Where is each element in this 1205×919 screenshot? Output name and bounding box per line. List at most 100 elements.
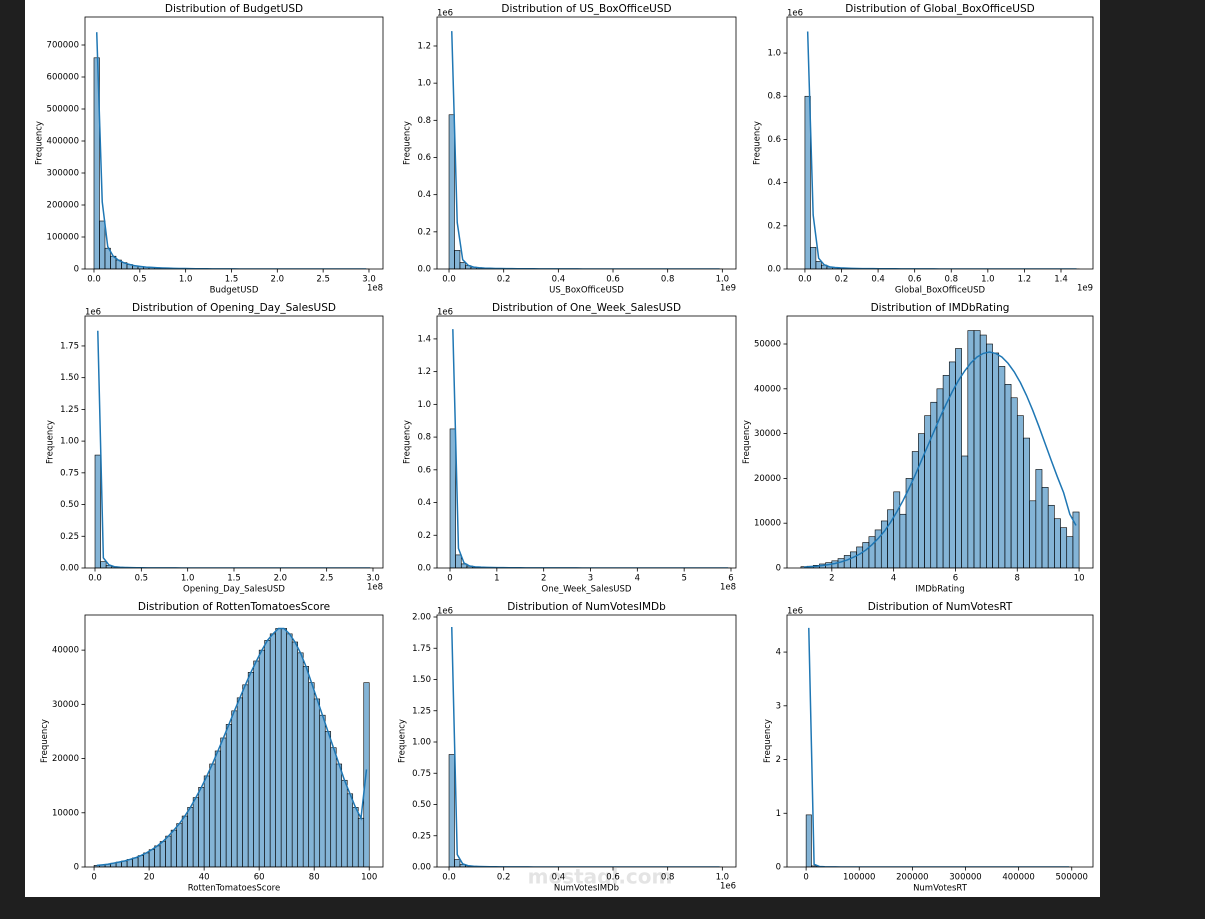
histogram-bar bbox=[893, 491, 901, 568]
chart-title: Distribution of Opening_Day_SalesUSD bbox=[132, 302, 336, 314]
y-tick-label: 0.2 bbox=[417, 531, 431, 541]
histogram-bar bbox=[313, 698, 321, 867]
x-offset-label: 1e9 bbox=[1077, 284, 1093, 294]
x-tick-label: 0.4 bbox=[552, 873, 566, 883]
x-tick-label: 1.0 bbox=[716, 873, 730, 883]
x-tick-label: 0.2 bbox=[835, 275, 849, 285]
histogram-bar bbox=[862, 542, 870, 568]
y-tick-label: 0.0 bbox=[767, 265, 781, 275]
y-tick-label: 0.6 bbox=[417, 465, 431, 475]
x-tick-label: 0.5 bbox=[135, 574, 149, 584]
kde-line bbox=[96, 627, 368, 867]
histogram-bar bbox=[856, 546, 864, 568]
histogram-bar bbox=[992, 352, 1000, 568]
histogram-bar bbox=[242, 684, 249, 867]
x-tick-label: 0.6 bbox=[908, 275, 922, 285]
histogram-bar bbox=[264, 640, 271, 867]
y-offset-label: 1e6 bbox=[437, 9, 453, 19]
y-axis-label: Frequency bbox=[742, 420, 752, 464]
histogram-bar bbox=[804, 95, 811, 269]
histogram-bar bbox=[231, 710, 238, 867]
histogram-bar bbox=[1054, 518, 1061, 568]
y-tick-label: 700000 bbox=[47, 41, 79, 51]
y-tick-label: 0 bbox=[776, 863, 781, 873]
x-tick-label: 6 bbox=[953, 574, 958, 584]
y-tick-label: 30000 bbox=[754, 429, 781, 439]
histogram-bar bbox=[810, 247, 817, 269]
x-tick-label: 0.2 bbox=[497, 873, 511, 883]
y-tick-label: 1.0 bbox=[417, 400, 431, 410]
x-axis-label: RottenTomatoesScore bbox=[188, 884, 280, 894]
y-tick-label: 10000 bbox=[52, 808, 79, 818]
histogram-bar bbox=[275, 628, 282, 867]
y-tick-label: 40000 bbox=[754, 384, 781, 394]
histogram-bar bbox=[1029, 500, 1037, 568]
x-tick-label: 0.8 bbox=[661, 275, 675, 285]
x-axis-label: BudgetUSD bbox=[210, 286, 259, 296]
axes-frame bbox=[436, 614, 737, 868]
x-tick-label: 80 bbox=[309, 873, 320, 883]
y-tick-label: 1.25 bbox=[412, 706, 431, 716]
subplot: Distribution of One_Week_SalesUSD 0 1 2 3 4 5 6… bbox=[403, 302, 737, 595]
y-offset-label: 1e6 bbox=[85, 308, 101, 318]
histogram-bar bbox=[187, 807, 194, 867]
x-offset-label: 1e6 bbox=[720, 882, 736, 892]
y-tick-label: 0.6 bbox=[767, 135, 781, 145]
y-tick-label: 0.2 bbox=[417, 227, 431, 237]
histogram-bar bbox=[236, 697, 243, 867]
chart-title: Distribution of Global_BoxOfficeUSD bbox=[845, 3, 1034, 15]
histogram-bar bbox=[1041, 487, 1049, 568]
x-tick-label: 0 bbox=[803, 873, 808, 883]
axes-frame bbox=[786, 16, 1094, 270]
x-tick-label: 3 bbox=[588, 574, 593, 584]
y-tick-label: 20000 bbox=[52, 754, 79, 764]
x-tick-label: 0.4 bbox=[552, 275, 566, 285]
y-tick-label: 0.8 bbox=[767, 92, 781, 102]
x-tick-label: 60 bbox=[254, 873, 265, 883]
y-tick-label: 1.50 bbox=[60, 373, 79, 383]
x-offset-label: 1e8 bbox=[720, 583, 736, 593]
y-offset-label: 1e6 bbox=[787, 9, 803, 19]
chart-title: Distribution of One_Week_SalesUSD bbox=[492, 302, 681, 314]
y-tick-label: 400000 bbox=[47, 137, 79, 147]
x-axis-label: US_BoxOfficeUSD bbox=[549, 286, 624, 296]
x-tick-label: 0.0 bbox=[442, 275, 456, 285]
x-tick-label: 4 bbox=[891, 574, 896, 584]
x-tick-label: 0.2 bbox=[497, 275, 511, 285]
subplot: Distribution of NumVotesRT 0 100000 200000 3… bbox=[763, 601, 1094, 894]
x-tick-label: 2 bbox=[829, 574, 834, 584]
y-tick-label: 600000 bbox=[47, 73, 79, 83]
histogram-bar bbox=[1047, 504, 1055, 568]
x-tick-label: 2 bbox=[541, 574, 546, 584]
x-offset-label: 1e8 bbox=[367, 284, 383, 294]
axes-frame bbox=[436, 16, 737, 270]
subplot: Distribution of Opening_Day_SalesUSD 0.0 0… bbox=[45, 302, 384, 595]
histogram-bar bbox=[225, 724, 232, 867]
y-axis-label: Frequency bbox=[753, 121, 763, 165]
y-tick-label: 200000 bbox=[47, 201, 79, 211]
axes-frame bbox=[786, 315, 1094, 569]
histogram-bar bbox=[998, 366, 1006, 568]
histogram-bar bbox=[815, 261, 822, 269]
subplot: Distribution of Global_BoxOfficeUSD 0.0 0.… bbox=[753, 3, 1094, 296]
histogram-bar bbox=[868, 536, 876, 568]
histogram-bar bbox=[979, 334, 987, 568]
x-tick-label: 1.5 bbox=[225, 275, 239, 285]
x-tick-label: 0.8 bbox=[944, 275, 958, 285]
histogram-bar bbox=[297, 652, 304, 867]
x-tick-label: 1.0 bbox=[181, 574, 195, 584]
y-tick-label: 1.25 bbox=[60, 405, 79, 415]
y-tick-label: 0.4 bbox=[417, 498, 431, 508]
subplot: Distribution of US_BoxOfficeUSD 0.0 0.2 0.4… bbox=[403, 3, 737, 296]
x-tick-label: 0.0 bbox=[88, 574, 102, 584]
histogram-bar bbox=[94, 454, 101, 568]
histogram-bar bbox=[1016, 415, 1024, 568]
histogram-bar bbox=[335, 763, 343, 867]
histogram-bar bbox=[961, 455, 969, 568]
x-tick-label: 0.0 bbox=[87, 275, 101, 285]
y-axis-label: Frequency bbox=[763, 719, 773, 763]
chart-title: Distribution of RottenTomatoesScore bbox=[138, 601, 330, 613]
x-tick-label: 1.2 bbox=[1018, 275, 1032, 285]
x-tick-label: 1.5 bbox=[227, 574, 241, 584]
y-axis-label: Frequency bbox=[403, 121, 413, 165]
